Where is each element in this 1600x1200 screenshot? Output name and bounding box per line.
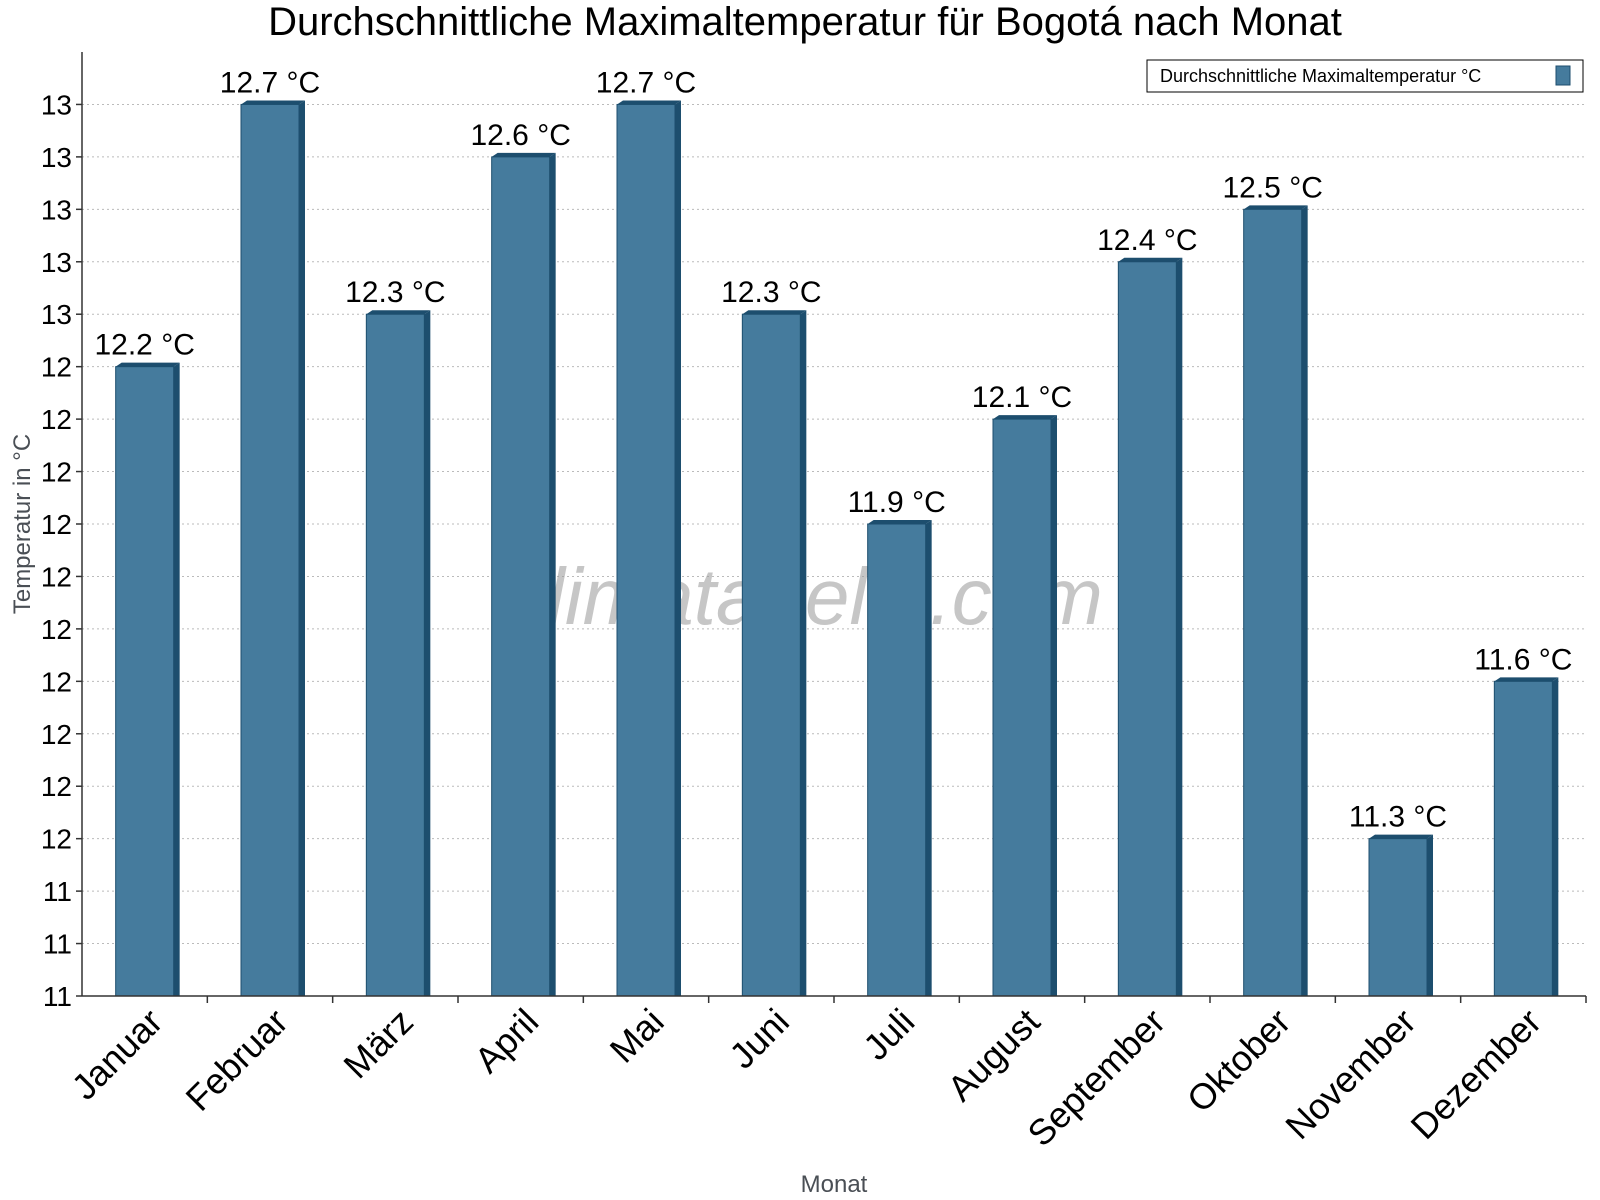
data-label: 12.2 °C bbox=[94, 329, 194, 362]
chart-title: Durchschnittliche Maximaltemperatur für … bbox=[268, 0, 1342, 44]
data-label: 11.3 °C bbox=[1349, 801, 1447, 834]
x-tick-label: Juni bbox=[721, 1001, 797, 1077]
bar-top bbox=[241, 100, 305, 105]
bar bbox=[491, 156, 551, 997]
bar-side bbox=[424, 310, 431, 996]
bar-top bbox=[1243, 205, 1308, 210]
bar bbox=[1117, 261, 1177, 997]
data-label: 12.5 °C bbox=[1222, 171, 1322, 204]
x-tick-label: Oktober bbox=[1179, 1001, 1299, 1121]
y-tick-label: 13 bbox=[41, 142, 72, 173]
y-tick-label: 12 bbox=[41, 771, 72, 802]
legend-swatch bbox=[1555, 65, 1571, 86]
y-tick-label: 12 bbox=[41, 457, 72, 488]
y-tick-label: 12 bbox=[41, 824, 72, 855]
bar bbox=[365, 313, 425, 997]
data-label: 12.3 °C bbox=[721, 276, 821, 309]
y-tick-label: 12 bbox=[41, 561, 72, 592]
bar-top bbox=[867, 520, 932, 524]
y-tick-label: 12 bbox=[41, 404, 72, 435]
bar-side bbox=[1301, 205, 1308, 997]
bar-side bbox=[675, 100, 681, 996]
data-label: 11.6 °C bbox=[1474, 643, 1572, 676]
bar-side bbox=[1427, 834, 1433, 996]
data-label: 12.4 °C bbox=[1097, 224, 1197, 257]
x-tick-label: Januar bbox=[63, 1001, 170, 1108]
bar-top bbox=[491, 152, 556, 157]
bar-top bbox=[617, 100, 681, 105]
bar-side bbox=[173, 362, 180, 997]
bars: 12.2 °C 12.7 °C 12.3 °C 12.6 °C 12.7 °C 12.3 … bbox=[94, 66, 1572, 997]
bar-top bbox=[1494, 677, 1559, 682]
x-tick-label: Juli bbox=[855, 1001, 922, 1068]
x-tick-label: Mai bbox=[602, 1001, 672, 1071]
legend: Durchschnittliche Maximaltemperatur °C bbox=[1146, 59, 1584, 93]
data-label: 11.9 °C bbox=[848, 486, 946, 519]
x-tick-label: September bbox=[1019, 1001, 1173, 1155]
bar-side bbox=[800, 310, 807, 996]
y-tick-label: 13 bbox=[41, 194, 72, 225]
x-tick-label: April bbox=[466, 1001, 546, 1081]
x-tick-label: Dezember bbox=[1403, 1001, 1549, 1147]
bar-side bbox=[299, 100, 305, 996]
y-axis-title: Temperatur in °C bbox=[9, 434, 36, 614]
bar bbox=[240, 103, 300, 997]
x-axis-title: Monat bbox=[801, 1171, 868, 1198]
bar-top bbox=[1369, 834, 1433, 839]
y-tick-label: 13 bbox=[41, 247, 72, 278]
bar-top bbox=[1118, 257, 1183, 262]
data-label: 12.3 °C bbox=[345, 276, 445, 309]
y-tick-label: 11 bbox=[43, 981, 72, 1012]
data-label: 12.6 °C bbox=[470, 119, 570, 152]
bar-side bbox=[1176, 257, 1183, 996]
y-axis-ticks: 11 11 11 12 12 12 12 12 12 12 12 12 12 13 13 13 13 13 bbox=[41, 89, 82, 1012]
legend-box bbox=[1146, 59, 1584, 93]
bar bbox=[741, 313, 801, 997]
bar-top bbox=[115, 362, 180, 367]
bar bbox=[1493, 680, 1553, 997]
data-label: 12.7 °C bbox=[596, 66, 696, 99]
grid-lines bbox=[82, 103, 1586, 945]
bar bbox=[992, 418, 1052, 997]
bar-side bbox=[549, 152, 556, 996]
x-tick-label: August bbox=[939, 1001, 1047, 1109]
x-tick-label: Februar bbox=[178, 1001, 296, 1119]
bar bbox=[1368, 838, 1428, 997]
bar-side bbox=[1552, 677, 1559, 996]
x-tick-label: November bbox=[1277, 1001, 1423, 1147]
x-tick-label: März bbox=[335, 1001, 421, 1087]
data-label: 12.7 °C bbox=[220, 66, 320, 99]
y-tick-label: 12 bbox=[41, 719, 72, 750]
bar bbox=[115, 366, 175, 997]
y-tick-label: 12 bbox=[41, 509, 72, 540]
y-tick-label: 13 bbox=[41, 299, 72, 330]
y-tick-label: 12 bbox=[41, 614, 72, 645]
y-tick-label: 12 bbox=[41, 666, 72, 697]
x-axis-ticks: Januar Februar März April Mai Juni Juli AugustS… bbox=[63, 996, 1587, 1155]
bar-top bbox=[993, 415, 1057, 420]
bar bbox=[867, 523, 927, 997]
bar bbox=[616, 103, 676, 997]
data-label: 12.1 °C bbox=[972, 381, 1072, 414]
bar bbox=[1243, 208, 1303, 997]
legend-label: Durchschnittliche Maximaltemperatur °C bbox=[1160, 66, 1481, 86]
y-tick-label: 13 bbox=[41, 89, 72, 120]
bar-top bbox=[366, 310, 431, 315]
bar-top bbox=[742, 310, 807, 315]
bar-side bbox=[925, 520, 932, 996]
y-tick-label: 11 bbox=[43, 929, 72, 960]
y-tick-label: 12 bbox=[41, 352, 72, 383]
y-tick-label: 11 bbox=[43, 876, 72, 907]
bar-side bbox=[1051, 415, 1057, 997]
